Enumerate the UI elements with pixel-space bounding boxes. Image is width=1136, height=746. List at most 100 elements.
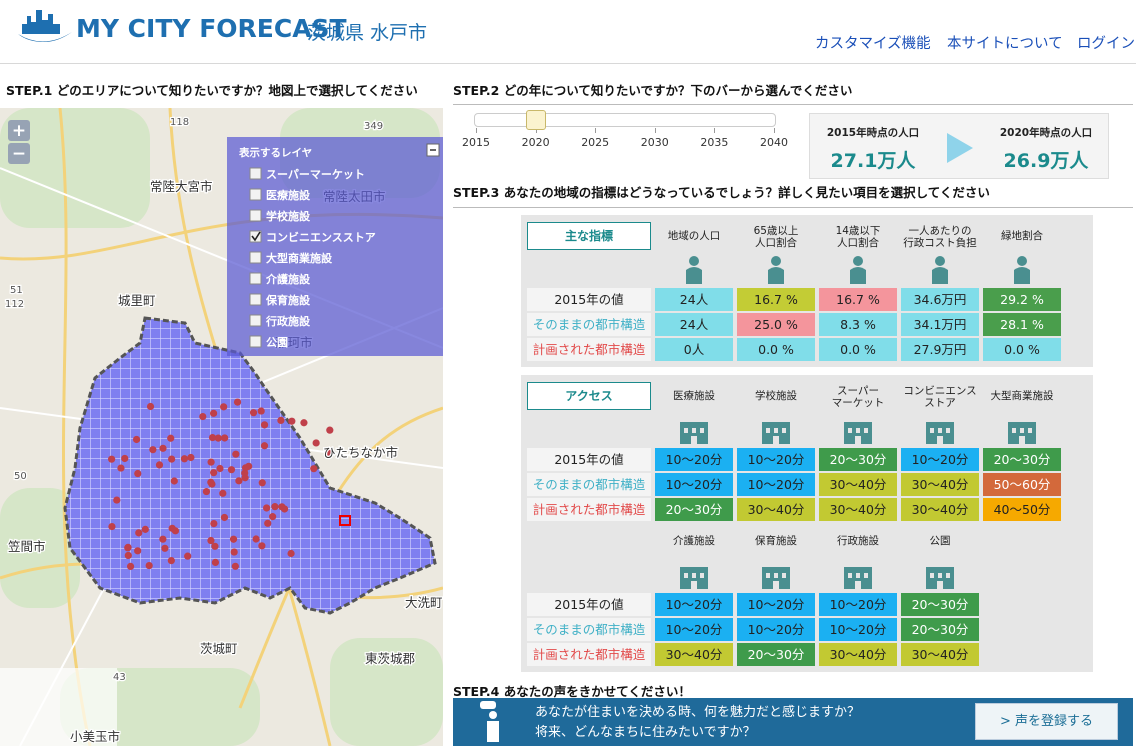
facility-dot: [241, 474, 249, 482]
column-icon[interactable]: [674, 254, 714, 286]
facility-dot: [209, 409, 218, 417]
layer-checkbox[interactable]: [249, 335, 262, 348]
layer-label[interactable]: スーパーマーケット: [266, 168, 365, 181]
column-label[interactable]: 医療施設: [673, 390, 715, 402]
column-icon[interactable]: [838, 254, 878, 286]
column-icon[interactable]: [920, 414, 960, 446]
icon-window: [864, 573, 868, 578]
nav-link[interactable]: カスタマイズ機能: [815, 36, 931, 52]
zoom-label[interactable]: −: [12, 144, 26, 164]
facility-dot: [135, 529, 143, 537]
value-cell: 30〜40分: [655, 643, 733, 666]
value-cell: 10〜20分: [819, 618, 897, 641]
column-label[interactable]: 地域の人口: [667, 230, 721, 242]
column-icon[interactable]: [838, 414, 878, 446]
facility-dot: [132, 435, 141, 444]
layer-checkbox[interactable]: [249, 272, 262, 285]
facility-dot: [235, 477, 243, 485]
layer-label[interactable]: 公園: [266, 336, 288, 349]
column-icon[interactable]: [1002, 254, 1042, 286]
column-icon[interactable]: [756, 559, 796, 591]
layer-checkbox[interactable]: [249, 188, 262, 201]
layer-checkbox[interactable]: [249, 230, 262, 243]
layer-label[interactable]: 医療施設: [266, 188, 311, 202]
facility-dot: [252, 535, 260, 543]
icon-door: [691, 581, 697, 589]
row-label: 計画された都市構造: [527, 498, 651, 521]
layer-checkbox[interactable]: [249, 167, 262, 180]
layer-label[interactable]: コンビニエンスストア: [266, 230, 376, 244]
zoom-button[interactable]: [8, 120, 30, 141]
column-label[interactable]: マーケット: [831, 397, 885, 409]
road-number: 50: [14, 471, 27, 482]
divider: [453, 104, 1133, 105]
facility-dot: [207, 478, 215, 486]
layer-checkbox[interactable]: [249, 251, 262, 264]
layer-checkbox[interactable]: [249, 293, 262, 306]
icon-door: [937, 581, 943, 589]
layer-checkbox[interactable]: [249, 209, 262, 222]
icon-body: [487, 721, 499, 742]
road-number: 43: [113, 672, 126, 683]
layer-label[interactable]: 介護施設: [265, 272, 311, 286]
logo-text: MY CITY FORECAST: [76, 14, 347, 43]
column-icon[interactable]: [838, 559, 878, 591]
value-cell: 0.0 %: [819, 338, 897, 361]
layer-label[interactable]: 行政施設: [265, 314, 311, 328]
column-label[interactable]: 介護施設: [673, 535, 715, 547]
facility-dot: [269, 513, 277, 521]
value-cell: 10〜20分: [655, 593, 733, 616]
column-icon[interactable]: [756, 414, 796, 446]
column-label[interactable]: コンビニエンス: [903, 385, 977, 397]
slider-knob[interactable]: [525, 110, 546, 130]
column-icon[interactable]: [674, 414, 714, 446]
layer-checkbox[interactable]: [249, 314, 262, 327]
column-icon[interactable]: [920, 559, 960, 591]
column-label[interactable]: 行政コスト負担: [903, 237, 977, 249]
column-icon[interactable]: [674, 559, 714, 591]
layer-label[interactable]: 大型商業施設: [266, 251, 333, 265]
row-label: そのままの都市構造: [527, 473, 651, 496]
column-label[interactable]: スーパー: [837, 385, 879, 397]
column-label[interactable]: 緑地割合: [1001, 230, 1043, 242]
facility-dot: [141, 525, 149, 533]
icon-head: [853, 256, 863, 266]
value-cell: 8.3 %: [819, 313, 897, 336]
column-label[interactable]: 学校施設: [755, 390, 797, 402]
selected-cell: [339, 515, 351, 526]
slider-track[interactable]: [474, 113, 776, 127]
zoom-button[interactable]: [8, 143, 30, 164]
layer-title: 表示するレイヤ: [238, 146, 312, 159]
facility-dot: [263, 504, 271, 512]
column-icon[interactable]: [920, 254, 960, 286]
voice-button[interactable]: > 声を登録する: [975, 703, 1118, 740]
column-label[interactable]: 人口割合: [755, 237, 797, 249]
column-label[interactable]: 保育施設: [755, 535, 797, 547]
column-label[interactable]: 人口割合: [837, 237, 879, 249]
facility-dot: [245, 462, 253, 470]
column-label[interactable]: 行政施設: [837, 535, 879, 547]
layer-label[interactable]: 学校施設: [266, 209, 311, 223]
layer-label[interactable]: 保育施設: [265, 293, 311, 307]
nav-link[interactable]: 本サイトについて: [947, 36, 1063, 52]
icon-window: [1028, 428, 1032, 433]
column-icon[interactable]: [1002, 414, 1042, 446]
nav-link[interactable]: ログイン: [1077, 36, 1135, 52]
column-label[interactable]: ストア: [924, 397, 956, 409]
slider-tick: [714, 128, 716, 133]
zoom-label[interactable]: +: [12, 121, 26, 141]
slider-tick-label: 2020: [521, 136, 550, 149]
column-label[interactable]: 14歳以下: [835, 225, 881, 237]
column-label[interactable]: 公園: [929, 535, 951, 547]
divider: [453, 207, 1133, 208]
column-label[interactable]: 一人あたりの: [908, 225, 972, 237]
facility-dot: [326, 426, 334, 434]
value-cell: 20〜30分: [901, 593, 979, 616]
facility-dot: [277, 416, 285, 425]
slider-tick: [774, 128, 775, 133]
column-label[interactable]: 65歳以上: [753, 225, 799, 237]
map[interactable]: 常陸大宮市常陸太田市城里町那珂市ひたちなか市笠間市大洗町茨城町東茨城郡小美玉市1…: [0, 108, 443, 746]
road-number: 51: [10, 285, 23, 296]
column-icon[interactable]: [756, 254, 796, 286]
column-label[interactable]: 大型商業施設: [990, 390, 1054, 402]
